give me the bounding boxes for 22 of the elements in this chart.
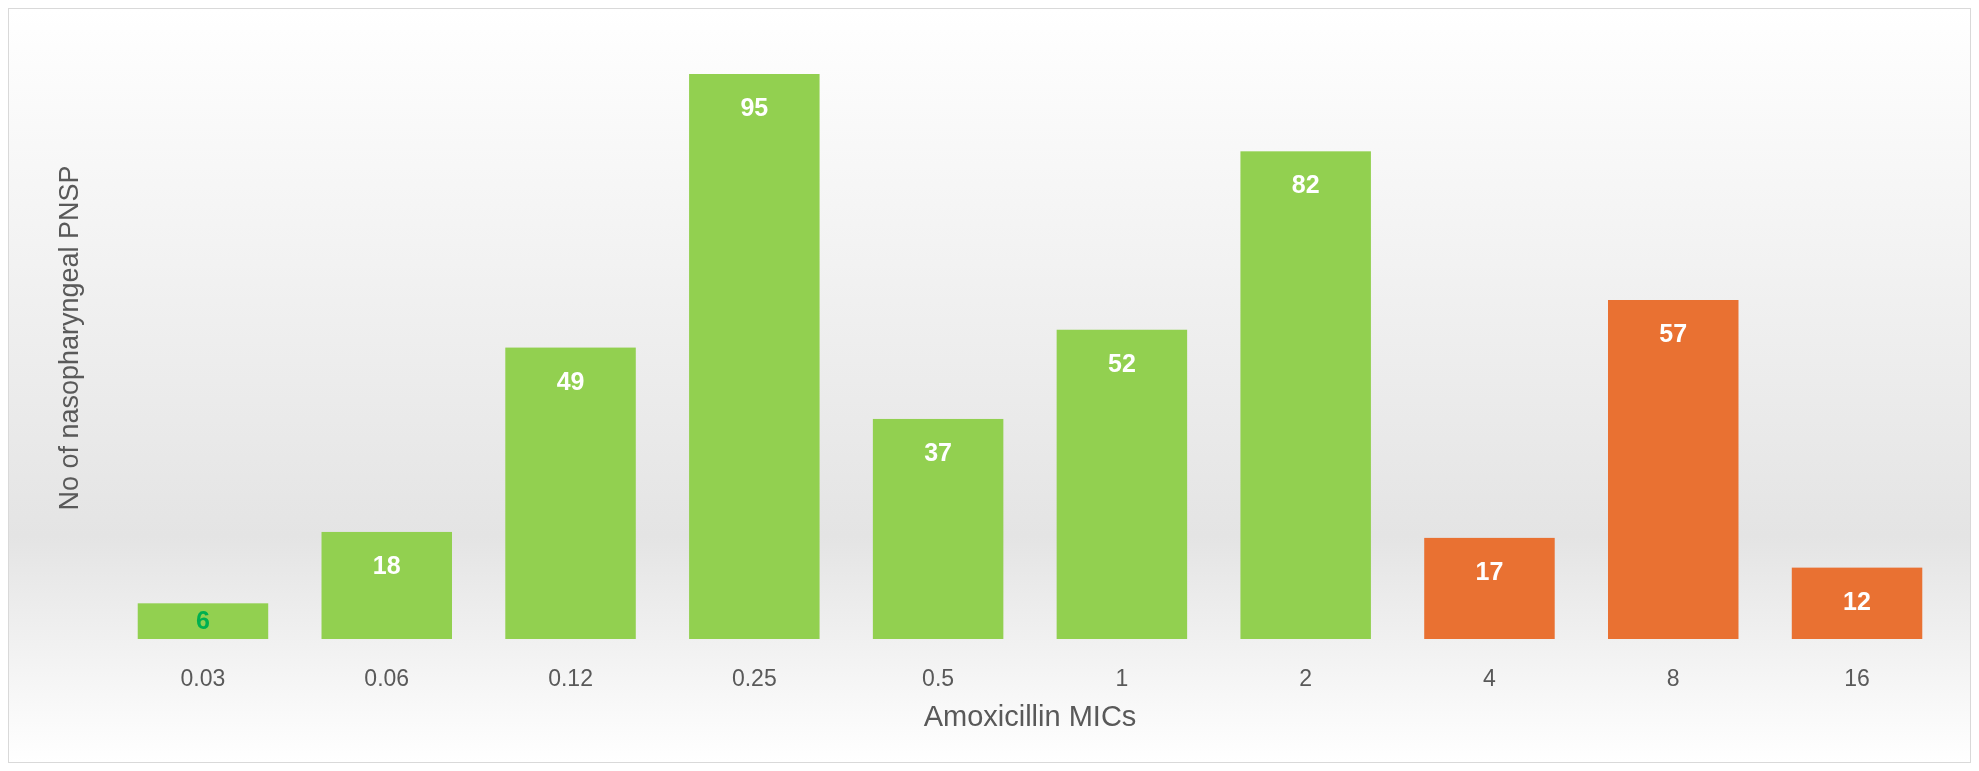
y-axis-title: No of nasopharyngeal PNSP <box>54 165 84 511</box>
x-tick-label: 0.06 <box>364 665 410 691</box>
x-tick-label: 16 <box>1844 665 1870 691</box>
x-tick-label: 1 <box>1115 665 1129 691</box>
data-label: 49 <box>556 366 585 395</box>
data-label: 6 <box>196 606 210 635</box>
data-label: 18 <box>372 550 401 579</box>
data-label: 12 <box>1843 586 1871 615</box>
data-label: 17 <box>1475 556 1504 585</box>
data-label: 95 <box>740 93 769 121</box>
x-tick-label: 8 <box>1666 665 1680 691</box>
x-axis-title: Amoxicillin MICs <box>923 700 1137 732</box>
data-label: 57 <box>1659 319 1688 347</box>
x-tick-label: 0.25 <box>731 665 777 691</box>
data-label: 82 <box>1291 170 1320 199</box>
x-tick-label: 4 <box>1483 665 1497 691</box>
x-tick-label: 0.5 <box>922 665 955 691</box>
x-tick-label: 2 <box>1299 665 1313 691</box>
x-tick-label: 0.12 <box>548 665 593 691</box>
data-label: 52 <box>1107 348 1136 377</box>
data-label: 37 <box>924 437 953 466</box>
x-tick-label: 0.03 <box>180 665 226 691</box>
